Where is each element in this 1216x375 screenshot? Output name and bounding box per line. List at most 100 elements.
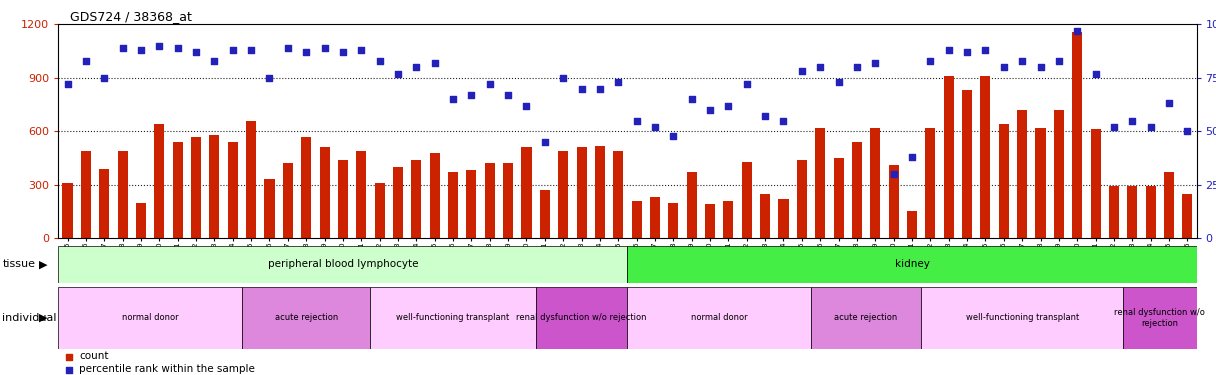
Point	[884, 171, 903, 177]
Bar	[980, 76, 991, 238]
Bar	[227, 142, 238, 238]
Point	[590, 86, 609, 92]
Text: normal donor: normal donor	[122, 314, 179, 322]
Text: ▶: ▶	[39, 313, 47, 323]
Bar	[627, 287, 811, 349]
Text: tissue: tissue	[2, 260, 35, 269]
Point	[646, 124, 665, 130]
Bar	[264, 179, 275, 238]
Bar	[173, 142, 182, 238]
Text: normal donor: normal donor	[691, 314, 748, 322]
Point	[462, 92, 482, 98]
Bar	[613, 151, 624, 238]
Bar	[1164, 172, 1175, 238]
Bar	[687, 172, 697, 238]
Point	[1013, 58, 1032, 64]
Bar	[411, 160, 422, 238]
Point	[113, 45, 133, 51]
Text: well-functioning transplant: well-functioning transplant	[966, 314, 1079, 322]
Point	[131, 47, 151, 53]
Point	[1122, 118, 1142, 124]
Bar	[191, 136, 201, 238]
Point	[1159, 100, 1178, 106]
Bar	[283, 164, 293, 238]
Bar	[1054, 110, 1064, 238]
Bar	[447, 172, 458, 238]
Bar	[811, 287, 922, 349]
Bar	[118, 151, 128, 238]
Point	[370, 58, 389, 64]
Point	[297, 49, 316, 55]
Bar	[375, 183, 384, 238]
Bar	[100, 169, 109, 238]
Bar	[522, 147, 531, 238]
Point	[1031, 64, 1051, 70]
Point	[150, 43, 169, 49]
Bar	[393, 167, 402, 238]
Bar	[669, 202, 679, 238]
Point	[406, 64, 426, 70]
Bar	[576, 147, 586, 238]
Point	[58, 81, 78, 87]
Text: kidney: kidney	[895, 260, 929, 269]
Point	[1049, 58, 1069, 64]
Bar	[944, 76, 953, 238]
Bar	[429, 153, 440, 238]
Bar	[922, 287, 1124, 349]
Bar	[815, 128, 826, 238]
Point	[333, 49, 353, 55]
Point	[1141, 124, 1160, 130]
Bar	[154, 124, 164, 238]
Point	[444, 96, 463, 102]
Bar	[356, 151, 366, 238]
Bar	[536, 287, 627, 349]
Point	[278, 45, 298, 51]
Point	[260, 75, 280, 81]
Bar	[58, 287, 242, 349]
Point	[939, 47, 958, 53]
Bar	[1182, 194, 1193, 238]
Point	[1068, 28, 1087, 34]
Bar	[871, 128, 880, 238]
Text: well-functioning transplant: well-functioning transplant	[396, 314, 510, 322]
Bar	[136, 202, 146, 238]
Point	[77, 58, 96, 64]
Point	[1177, 128, 1197, 134]
Bar	[485, 164, 495, 238]
Point	[315, 45, 334, 51]
Point	[186, 49, 206, 55]
Bar	[467, 170, 477, 238]
Point	[572, 86, 591, 92]
Text: GDS724 / 38368_at: GDS724 / 38368_at	[69, 10, 192, 23]
Point	[993, 64, 1013, 70]
Text: individual: individual	[2, 313, 57, 323]
Point	[1086, 70, 1105, 76]
Point	[608, 79, 627, 85]
Bar	[1073, 32, 1082, 238]
Bar	[649, 197, 660, 238]
Text: renal dysfunction w/o
rejection: renal dysfunction w/o rejection	[1114, 308, 1205, 327]
Text: peripheral blood lymphocyte: peripheral blood lymphocyte	[268, 260, 418, 269]
Legend: count, percentile rank within the sample: count, percentile rank within the sample	[63, 351, 255, 374]
Point	[737, 81, 756, 87]
Bar	[242, 287, 371, 349]
Bar	[1109, 186, 1119, 238]
Bar	[742, 162, 751, 238]
Point	[553, 75, 573, 81]
Bar	[852, 142, 862, 238]
Point	[168, 45, 187, 51]
Bar	[1127, 186, 1137, 238]
Point	[792, 68, 811, 74]
Bar	[833, 158, 844, 238]
Point	[499, 92, 518, 98]
Point	[480, 81, 500, 87]
Point	[664, 132, 683, 138]
Point	[682, 96, 702, 102]
Point	[95, 75, 114, 81]
Point	[829, 79, 849, 85]
Point	[773, 118, 793, 124]
Bar	[631, 201, 642, 238]
Point	[517, 103, 536, 109]
Bar	[724, 201, 733, 238]
Bar	[907, 211, 917, 238]
